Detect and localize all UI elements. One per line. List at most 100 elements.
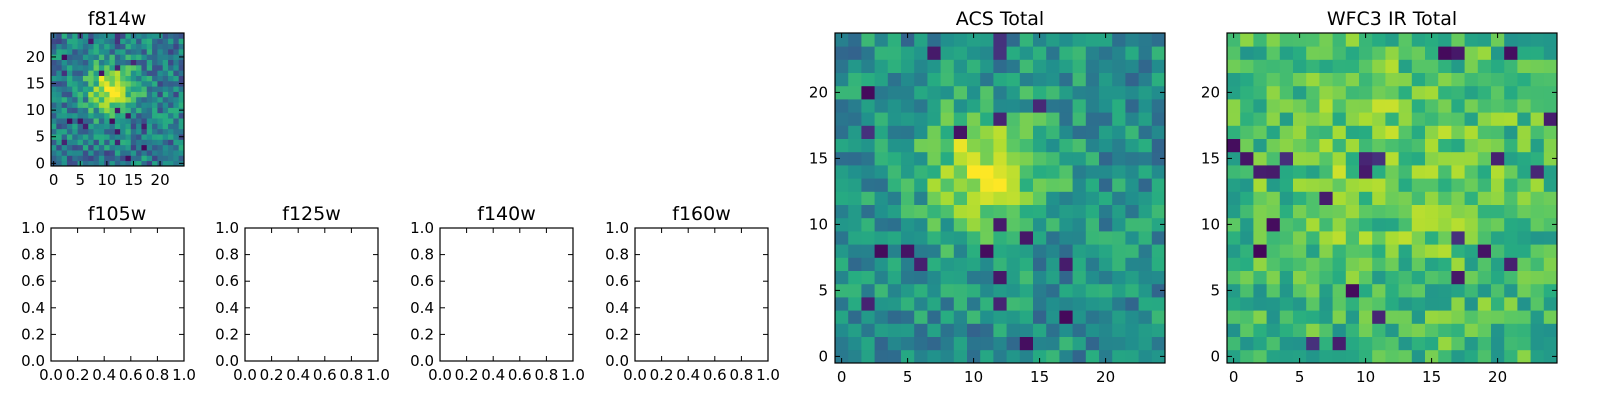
heatmap-cell [993,336,1007,351]
heatmap-cell [1138,138,1153,153]
heatmap-cell [1332,33,1347,47]
heatmap-cell [1112,349,1126,364]
heatmap-cell [1019,349,1034,364]
heatmap-cell [953,33,968,47]
heatmap-cell [173,112,180,119]
heatmap-cell [136,43,142,50]
heatmap-cell [1319,99,1333,113]
heatmap-cell [835,112,849,126]
heatmap-cell [72,38,78,45]
heatmap-cell [1046,297,1060,311]
heatmap-cell [1543,112,1558,126]
heatmap-cell [152,80,158,87]
heatmap-cell [901,99,915,113]
heatmap-cell [1530,138,1545,153]
heatmap-cell [146,102,153,108]
heatmap-cell [136,155,142,162]
heatmap-cell [980,283,994,298]
heatmap-cell [1425,310,1439,324]
heatmap-cell [152,48,158,55]
heatmap-cell [104,70,110,76]
heatmap-cell [1411,125,1426,139]
heatmap-cell [940,138,955,153]
heatmap-cell [1240,59,1254,73]
heatmap-cell [61,86,68,92]
heatmap-cell [940,99,955,113]
heatmap-cell [93,59,100,66]
heatmap-cell [1543,244,1558,258]
heatmap-cell [940,59,955,73]
heatmap-cell [98,118,105,124]
heatmap-cell [162,80,169,87]
heatmap-cell [1006,270,1021,285]
heatmap-cell [152,91,158,98]
x-tick-label: 0.6 [703,366,727,384]
heatmap-cell [114,112,121,119]
heatmap-cell [1543,217,1558,232]
heatmap-cell [1112,178,1126,192]
heatmap-cell [1072,46,1087,60]
heatmap-cell [1046,99,1060,113]
heatmap-cell [887,85,902,100]
heatmap-cell [1279,72,1294,87]
heatmap-cell [1425,112,1439,126]
heatmap-cell [1345,270,1360,285]
heatmap-cell [861,85,875,100]
heatmap-cell [887,191,902,205]
heatmap-cell [141,128,148,135]
heatmap-cell [82,80,89,87]
heatmap-cell [120,144,126,151]
heatmap-cell [861,33,875,47]
heatmap-cell [1438,165,1452,179]
heatmap-cell [1372,59,1386,73]
heatmap-cell [114,155,121,162]
heatmap-cell [77,48,84,55]
heatmap-cell [1345,204,1360,219]
heatmap-cell [1006,310,1021,324]
heatmap-cell [1438,125,1452,139]
heatmap-cell [940,231,955,245]
heatmap-cell [104,91,110,98]
heatmap-cell [1059,349,1073,364]
heatmap-cell [1279,323,1294,337]
heatmap-cell [66,112,73,119]
heatmap-cell [953,270,968,285]
heatmap-cell [861,138,875,153]
heatmap-cell [887,217,902,232]
heatmap-cell [887,99,902,113]
heatmap-cell [1085,297,1100,311]
heatmap-cell [1345,99,1360,113]
heatmap-cell [1359,151,1373,166]
heatmap-cell [1019,204,1034,219]
heatmap-cell [1385,33,1399,47]
heatmap-cell [1006,178,1021,192]
heatmap-cell [1293,217,1307,232]
heatmap-cell [162,112,169,119]
heatmap-cell [1151,151,1166,166]
heatmap-cell [120,48,126,55]
heatmap-cell [940,310,955,324]
heatmap-cell [887,151,902,166]
heatmap-cell [1411,33,1426,47]
heatmap-cell [1517,257,1531,271]
heatmap-cell [1385,231,1399,245]
heatmap-cell [168,80,174,87]
heatmap-cell [56,160,63,167]
panel-title-f140w: f140w [477,203,536,225]
heatmap-cell [927,138,941,153]
heatmap-cell [98,102,105,108]
heatmap-cell [1072,244,1087,258]
heatmap-cell [130,48,137,55]
heatmap-cell [114,64,121,71]
heatmap-cell [77,134,84,140]
heatmap-cell [940,151,955,166]
ticks-f140w [439,227,574,362]
heatmap-cell [1033,231,1047,245]
heatmap-cell [1006,204,1021,219]
heatmap-cell [157,102,164,108]
heatmap-cell [927,112,941,126]
heatmap-cell [835,283,849,298]
heatmap-cell [109,80,116,87]
heatmap-cell [1359,270,1373,285]
heatmap-cell [1072,33,1087,47]
